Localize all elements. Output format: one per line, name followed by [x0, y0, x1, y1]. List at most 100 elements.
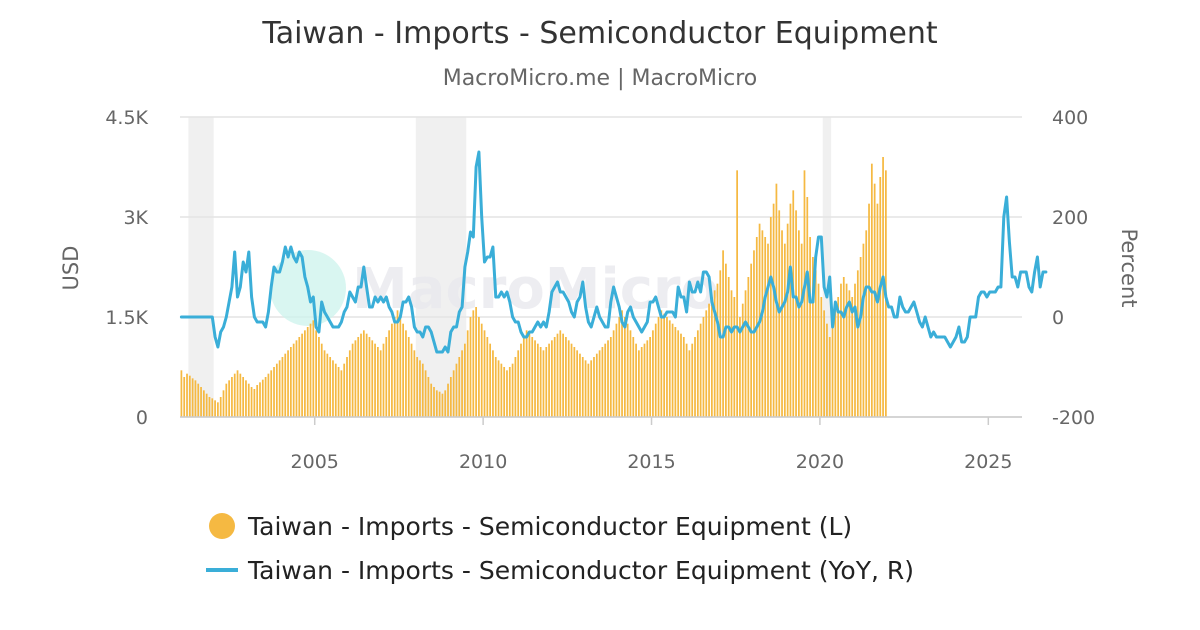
bar	[854, 283, 856, 417]
bar	[646, 340, 649, 417]
y-right-tick-label: 400	[1052, 107, 1088, 129]
bar	[873, 183, 876, 417]
bar	[548, 343, 550, 417]
bar	[750, 263, 753, 417]
bar	[419, 360, 421, 417]
bar	[800, 243, 803, 417]
bar	[393, 317, 396, 417]
bar	[814, 270, 817, 417]
bar	[809, 237, 811, 417]
bar	[461, 350, 463, 417]
bar	[222, 390, 225, 417]
bar	[674, 327, 677, 417]
bar	[725, 263, 727, 417]
bar	[430, 383, 433, 417]
bar	[837, 297, 840, 417]
bar	[845, 283, 848, 417]
bar	[842, 277, 845, 417]
bar	[868, 203, 870, 417]
bar	[511, 363, 514, 417]
y-right-axis: -200 0 200 400	[1052, 107, 1095, 429]
bar	[534, 340, 536, 417]
bar	[385, 337, 388, 417]
bar	[289, 347, 292, 417]
bar	[764, 237, 767, 417]
bar	[261, 379, 264, 417]
bar	[539, 347, 542, 417]
bar	[570, 343, 573, 417]
bar	[668, 320, 671, 417]
bar	[275, 363, 278, 417]
bar	[374, 343, 376, 417]
bar	[573, 347, 576, 417]
bar	[298, 337, 301, 417]
bar	[851, 297, 854, 417]
bar	[197, 383, 200, 417]
bar	[691, 343, 694, 417]
bar	[739, 317, 741, 417]
bar	[371, 340, 374, 417]
bar	[792, 190, 795, 417]
bar	[464, 343, 466, 417]
bar	[205, 393, 208, 417]
bar	[239, 373, 242, 417]
bar	[318, 337, 320, 417]
bar	[612, 330, 615, 417]
bar	[334, 363, 337, 417]
bar	[508, 367, 511, 417]
bar	[694, 337, 696, 417]
bar	[595, 353, 598, 417]
bar	[727, 277, 730, 417]
bar	[306, 327, 309, 417]
bar	[270, 370, 273, 417]
bar	[466, 330, 469, 417]
legend-item-line[interactable]: Taiwan - Imports - Semiconductor Equipme…	[206, 556, 914, 585]
bar	[514, 357, 517, 417]
bar	[433, 387, 435, 417]
bar	[587, 363, 590, 417]
y-right-tick-label: 200	[1052, 207, 1088, 229]
bar	[402, 323, 405, 417]
bar	[696, 330, 699, 417]
bar	[362, 330, 365, 417]
bar	[259, 382, 261, 417]
bar	[337, 367, 340, 417]
bar	[736, 170, 738, 417]
bar	[410, 343, 413, 417]
bar	[494, 357, 497, 417]
x-tick-label: 2015	[627, 451, 675, 473]
bar	[191, 378, 194, 417]
y-left-tick-label: 4.5K	[105, 107, 148, 129]
bar	[231, 377, 233, 417]
legend-item-bars[interactable]: Taiwan - Imports - Semiconductor Equipme…	[209, 512, 852, 541]
bar	[469, 317, 472, 417]
bar	[180, 370, 183, 417]
bar	[427, 377, 430, 417]
bar	[416, 357, 419, 417]
bar	[609, 337, 612, 417]
bar	[826, 323, 828, 417]
legend: Taiwan - Imports - Semiconductor Equipme…	[206, 512, 914, 585]
y-right-axis-title: Percent	[1117, 228, 1141, 307]
bar	[556, 333, 559, 417]
bar	[503, 367, 506, 417]
bar	[772, 203, 775, 417]
bar	[699, 323, 702, 417]
x-tick-label: 2020	[796, 451, 844, 473]
bar	[399, 317, 402, 417]
legend-label-bars: Taiwan - Imports - Semiconductor Equipme…	[247, 512, 852, 541]
bar	[354, 340, 357, 417]
bar	[424, 370, 427, 417]
bar	[208, 397, 211, 417]
bar	[834, 310, 837, 417]
bar	[435, 390, 438, 417]
bar	[449, 377, 452, 417]
recession-band	[822, 117, 832, 417]
bar	[365, 333, 368, 417]
bar	[520, 343, 522, 417]
bar	[545, 347, 548, 417]
bar	[797, 230, 800, 417]
y-left-tick-label: 3K	[123, 207, 148, 229]
legend-circle-icon	[209, 513, 235, 539]
bar	[405, 330, 407, 417]
